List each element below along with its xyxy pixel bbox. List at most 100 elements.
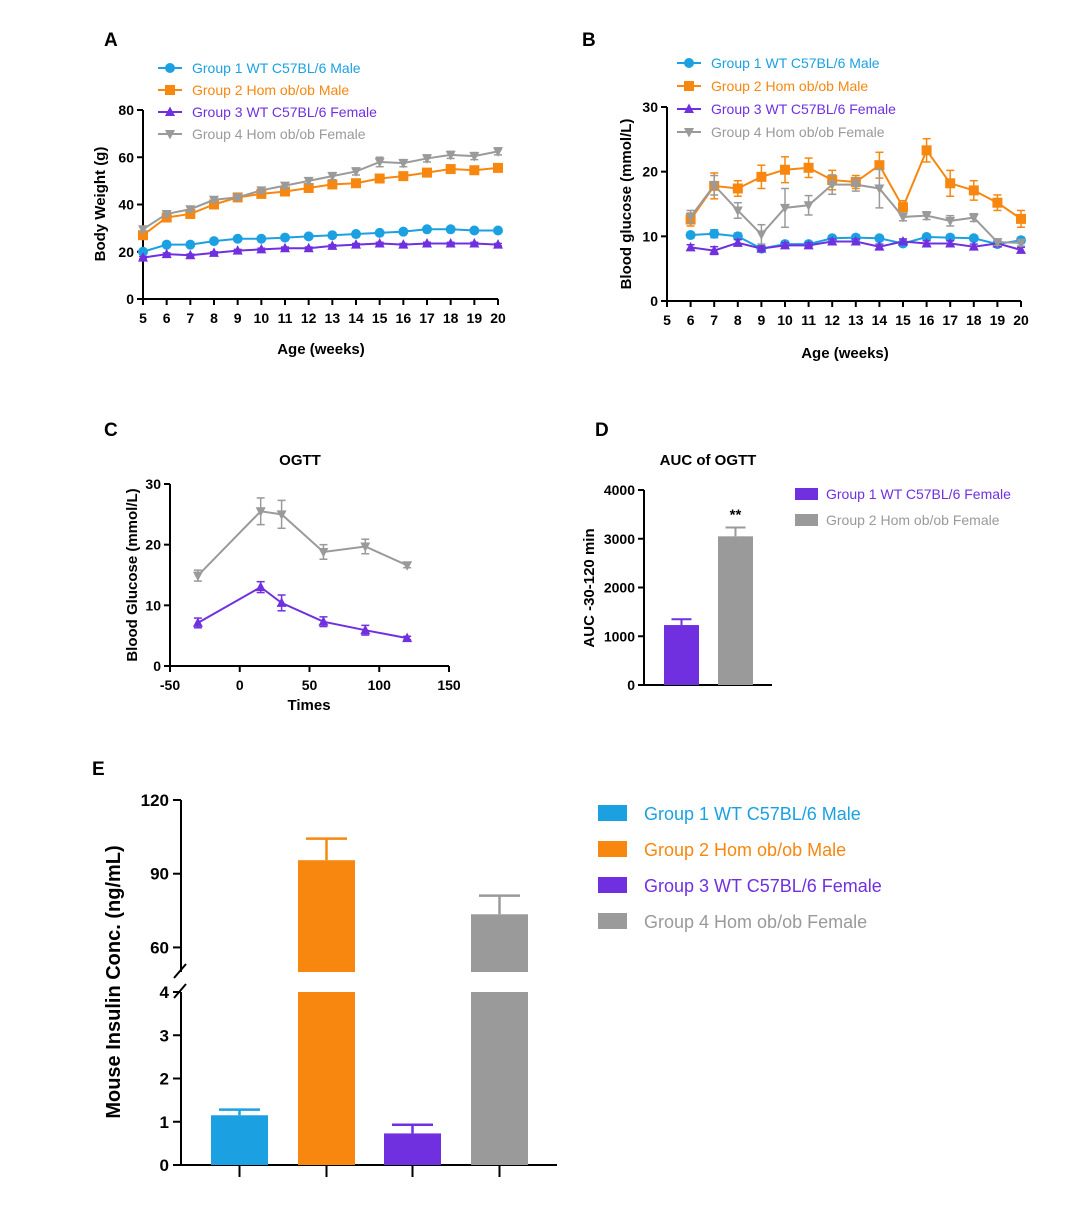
data-point xyxy=(318,616,329,626)
x-tick-label: 17 xyxy=(419,310,435,326)
data-point xyxy=(780,164,790,175)
panel-c-axes: 0 10 20 30 -50 0 50 100 150 xyxy=(145,476,460,693)
data-point xyxy=(422,224,432,235)
series-line xyxy=(142,242,499,259)
series-3 xyxy=(685,236,1026,256)
data-point xyxy=(780,239,790,250)
data-point xyxy=(303,176,314,187)
panel-a-tag: A xyxy=(104,30,118,51)
y-tick-label: 3 xyxy=(160,1026,169,1045)
x-tick-label: 19 xyxy=(990,312,1006,328)
legend-marker xyxy=(165,106,175,116)
bar-group xyxy=(471,894,528,1165)
x-tick-label: 17 xyxy=(942,312,958,328)
legend-item: Group 3 WT C57BL/6 Female xyxy=(677,101,896,117)
y-tick-label: 0 xyxy=(650,293,658,309)
data-point xyxy=(138,246,148,257)
data-point xyxy=(445,164,456,175)
data-point xyxy=(709,181,720,191)
data-point xyxy=(327,179,338,190)
data-point xyxy=(445,237,456,248)
data-point xyxy=(161,209,172,220)
legend-item: Group 1 WT C57BL/6 Male xyxy=(598,804,861,824)
legend-swatch xyxy=(598,805,627,821)
panel-d-tag: D xyxy=(595,420,609,441)
data-point xyxy=(874,241,885,251)
data-point xyxy=(398,159,409,169)
data-point xyxy=(921,211,932,222)
x-tick-label: 13 xyxy=(848,312,864,328)
legend-marker xyxy=(684,128,694,138)
x-tick-label: 0 xyxy=(236,677,244,693)
data-point xyxy=(374,157,385,168)
x-tick-label: 7 xyxy=(186,310,194,326)
panel-b-axes: 0 10 20 30 5 6 7 8 9 10 11 12 13 14 15 16 17 18 19 20 xyxy=(642,99,1029,328)
legend-marker xyxy=(684,81,694,91)
data-point xyxy=(360,624,371,635)
legend-item: Group 2 Hom ob/ob Male xyxy=(598,840,846,860)
bar-group xyxy=(718,526,753,685)
x-tick-label: 13 xyxy=(325,310,341,326)
y-tick-label: 0 xyxy=(160,1156,169,1175)
data-point xyxy=(276,510,287,520)
x-tick-label: 6 xyxy=(163,310,171,326)
data-point xyxy=(398,239,409,249)
data-point xyxy=(138,252,148,262)
x-tick-label: 100 xyxy=(368,677,392,693)
y-tick-label: 2 xyxy=(160,1070,169,1089)
panel-b-tag: B xyxy=(582,30,596,51)
series-line xyxy=(142,228,498,253)
x-tick-label: 20 xyxy=(490,310,506,326)
panel-c-title: OGTT xyxy=(279,452,321,469)
x-tick-label: 18 xyxy=(966,312,982,328)
x-tick-label: 9 xyxy=(758,312,766,328)
data-point xyxy=(318,547,329,558)
data-point xyxy=(850,236,861,246)
x-tick-label: 14 xyxy=(348,310,364,326)
panel-a-xlabel: Age (weeks) xyxy=(277,341,365,358)
panel-b: B 0 10 20 30 5 6 7 8 9 10 11 12 13 14 15 16 17 18 19 20 Gro… xyxy=(582,30,1029,362)
y-tick-label: 20 xyxy=(642,164,658,180)
x-tick-label: 10 xyxy=(777,312,793,328)
legend-item: Group 3 WT C57BL/6 Female xyxy=(158,104,377,120)
y-tick-label: 10 xyxy=(145,597,161,613)
y-tick-label: 4000 xyxy=(604,482,635,498)
panel-e-tag: E xyxy=(92,759,105,780)
bar-lower-segment xyxy=(471,992,528,1165)
significance-annotation: ** xyxy=(730,507,742,524)
data-point xyxy=(303,182,314,193)
y-tick-label: 4 xyxy=(160,983,170,1002)
data-point xyxy=(360,542,371,552)
legend-swatch xyxy=(795,488,818,500)
data-point xyxy=(256,233,267,244)
x-tick-label: -50 xyxy=(160,677,180,693)
data-point xyxy=(493,225,503,236)
data-point xyxy=(209,247,219,257)
legend-item: Group 4 Hom ob/ob Female xyxy=(158,126,366,142)
data-point xyxy=(874,233,885,244)
data-point xyxy=(138,225,148,235)
bar xyxy=(211,1115,268,1165)
legend-item: Group 4 Hom ob/ob Female xyxy=(677,124,885,140)
x-tick-label: 16 xyxy=(396,310,412,326)
data-point xyxy=(685,241,696,252)
y-tick-label: 30 xyxy=(642,99,658,115)
series-4 xyxy=(138,147,503,235)
data-point xyxy=(874,184,885,194)
data-point xyxy=(209,195,219,206)
panel-c-tag: C xyxy=(104,420,118,441)
data-point xyxy=(327,240,338,250)
data-point xyxy=(827,236,838,246)
data-point xyxy=(945,178,956,189)
data-point xyxy=(874,160,885,171)
legend-marker xyxy=(165,85,175,95)
y-tick-label: 1000 xyxy=(604,628,635,644)
legend-item: Group 2 Hom ob/ob Male xyxy=(677,78,868,94)
x-tick-label: 11 xyxy=(278,310,293,326)
bar xyxy=(664,625,699,685)
legend-item: Group 4 Hom ob/ob Female xyxy=(598,912,867,932)
panel-b-ylabel: Blood glucose (mmol/L) xyxy=(618,119,635,290)
y-tick-label: 1 xyxy=(160,1113,169,1132)
data-point xyxy=(402,561,413,571)
panel-d-title: AUC of OGTT xyxy=(660,452,757,469)
